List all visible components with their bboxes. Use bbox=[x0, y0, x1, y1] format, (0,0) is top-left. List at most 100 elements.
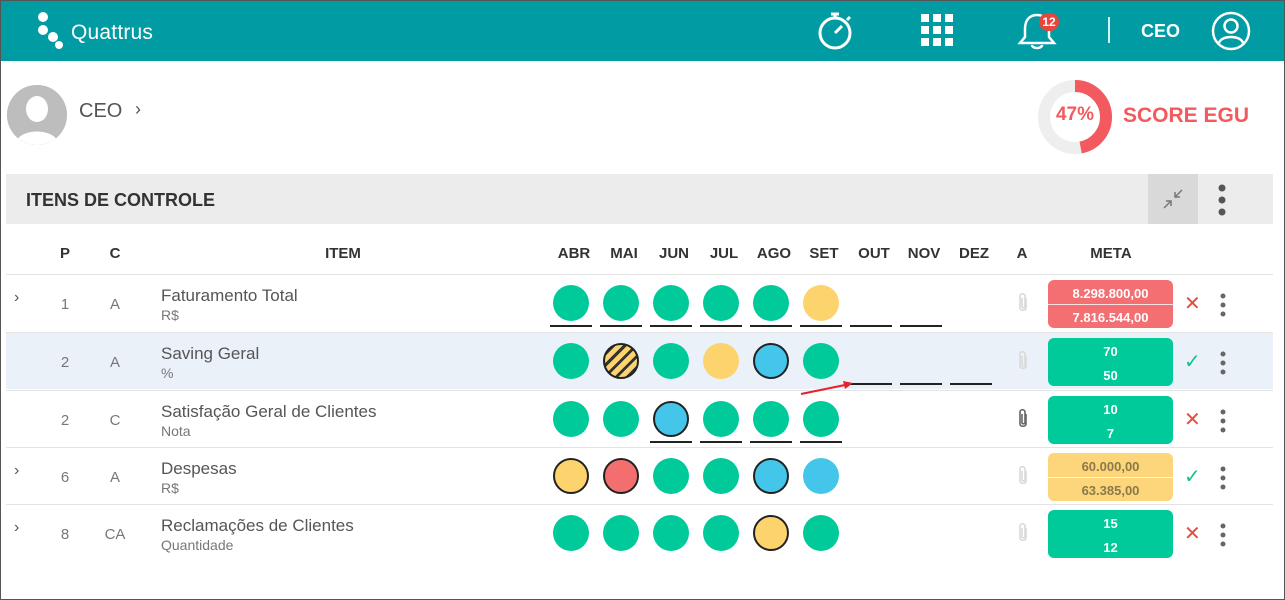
month-status-dot[interactable] bbox=[553, 458, 589, 494]
section-title: ITENS DE CONTROLE bbox=[26, 190, 216, 210]
collapse-button[interactable] bbox=[1148, 174, 1198, 224]
month-status-dot[interactable] bbox=[803, 458, 839, 494]
profile-name[interactable]: CEO bbox=[79, 100, 123, 122]
cell-priority: 6 bbox=[60, 469, 70, 486]
month-status-dot[interactable] bbox=[653, 285, 689, 321]
meta-box[interactable]: 10 7 bbox=[1048, 396, 1173, 444]
header-month: ABR bbox=[557, 245, 591, 262]
table-row[interactable]: › 6 A Despesas R$ 60.000,00 63.385,00 ✓ bbox=[6, 447, 1273, 504]
month-status-dot[interactable] bbox=[753, 343, 789, 379]
cell-item[interactable]: Faturamento Total R$ bbox=[161, 286, 298, 323]
cell-item[interactable]: Saving Geral% bbox=[161, 344, 259, 381]
month-status-dot[interactable] bbox=[553, 401, 589, 437]
cell-priority: 8 bbox=[60, 526, 70, 543]
month-status-dot[interactable] bbox=[653, 401, 689, 437]
row-more-vertical-icon[interactable] bbox=[1218, 351, 1228, 375]
meta-target: 70 bbox=[1103, 344, 1118, 359]
paperclip-icon[interactable] bbox=[1016, 522, 1030, 544]
month-underline bbox=[950, 383, 992, 385]
month-status-dot[interactable] bbox=[603, 458, 639, 494]
month-status-dot[interactable] bbox=[603, 343, 639, 379]
month-underline bbox=[550, 325, 592, 327]
header-p: P bbox=[59, 245, 70, 262]
month-status-dot[interactable] bbox=[653, 515, 689, 551]
header-role[interactable]: CEO bbox=[1141, 21, 1181, 41]
month-status-dot[interactable] bbox=[603, 401, 639, 437]
month-status-dot[interactable] bbox=[803, 401, 839, 437]
row-more-vertical-icon[interactable] bbox=[1218, 409, 1228, 433]
user-account-icon[interactable] bbox=[1211, 11, 1251, 51]
month-underline bbox=[750, 325, 792, 327]
table-row[interactable]: › 8 CA Reclamações de Clientes Quantidade 15 1… bbox=[6, 504, 1273, 561]
month-status-dot[interactable] bbox=[553, 343, 589, 379]
header-meta: META bbox=[1090, 245, 1132, 262]
header-month: AGO bbox=[756, 245, 792, 262]
score-percent: 47% bbox=[1055, 104, 1095, 125]
month-underline bbox=[800, 325, 842, 327]
month-status-dot[interactable] bbox=[753, 285, 789, 321]
month-status-dot[interactable] bbox=[703, 515, 739, 551]
quattrus-logo-icon[interactable] bbox=[35, 11, 65, 49]
meta-box[interactable]: 8.298.800,00 7.816.544,00 bbox=[1048, 280, 1173, 328]
meta-divider bbox=[1048, 477, 1173, 478]
month-status-dot[interactable] bbox=[603, 285, 639, 321]
month-underline bbox=[850, 325, 892, 327]
apps-grid-icon[interactable] bbox=[919, 13, 957, 49]
more-vertical-icon[interactable] bbox=[1212, 184, 1232, 216]
row-more-vertical-icon[interactable] bbox=[1218, 523, 1228, 547]
month-status-dot[interactable] bbox=[753, 401, 789, 437]
row-more-vertical-icon[interactable] bbox=[1218, 293, 1228, 317]
month-status-dot[interactable] bbox=[753, 458, 789, 494]
meta-box[interactable]: 70 50 bbox=[1048, 338, 1173, 386]
paperclip-icon[interactable] bbox=[1016, 408, 1030, 430]
app-name[interactable]: Quattrus bbox=[71, 21, 154, 44]
table-row[interactable]: 2 A Saving Geral% 70 50 ✓ bbox=[6, 332, 1273, 389]
month-status-dot[interactable] bbox=[803, 343, 839, 379]
month-status-dot[interactable] bbox=[803, 515, 839, 551]
header-month: MAI bbox=[610, 245, 638, 262]
stopwatch-icon[interactable] bbox=[813, 9, 857, 53]
cell-item[interactable]: Despesas R$ bbox=[161, 459, 237, 496]
month-underline bbox=[700, 441, 742, 443]
cell-item[interactable]: Satisfação Geral de Clientes Nota bbox=[161, 402, 376, 439]
month-status-dot[interactable] bbox=[803, 285, 839, 321]
close-icon: ✕ bbox=[1184, 409, 1201, 431]
month-status-dot[interactable] bbox=[553, 515, 589, 551]
cell-category: CA bbox=[104, 526, 126, 543]
expand-chevron-icon[interactable]: › bbox=[14, 289, 20, 306]
month-status-dot[interactable] bbox=[703, 401, 739, 437]
item-unit: Nota bbox=[161, 423, 191, 439]
check-icon: ✓ bbox=[1184, 351, 1201, 373]
month-status-dot[interactable] bbox=[703, 285, 739, 321]
avatar[interactable] bbox=[7, 85, 67, 145]
month-status-dot[interactable] bbox=[603, 515, 639, 551]
month-status-dot[interactable] bbox=[653, 343, 689, 379]
row-more-vertical-icon[interactable] bbox=[1218, 466, 1228, 490]
header-month: NOV bbox=[907, 245, 941, 262]
header-month: DEZ bbox=[959, 245, 989, 262]
chevron-right-icon[interactable]: › bbox=[135, 99, 141, 119]
expand-chevron-icon[interactable]: › bbox=[14, 519, 20, 536]
cell-item[interactable]: Reclamações de Clientes Quantidade bbox=[161, 516, 354, 553]
meta-box[interactable]: 15 12 bbox=[1048, 510, 1173, 558]
month-status-dot[interactable] bbox=[703, 343, 739, 379]
month-status-dot[interactable] bbox=[653, 458, 689, 494]
meta-target: 60.000,00 bbox=[1081, 459, 1140, 474]
annotation-arrow-icon bbox=[800, 381, 853, 395]
month-status-dot[interactable] bbox=[553, 285, 589, 321]
paperclip-icon[interactable] bbox=[1016, 350, 1030, 372]
paperclip-icon[interactable] bbox=[1016, 465, 1030, 487]
meta-box[interactable]: 60.000,00 63.385,00 bbox=[1048, 453, 1173, 501]
header-month: OUT bbox=[858, 245, 890, 262]
paperclip-icon[interactable] bbox=[1016, 292, 1030, 314]
month-status-dot[interactable] bbox=[703, 458, 739, 494]
cell-category: C bbox=[109, 412, 121, 429]
person-silhouette-icon bbox=[7, 85, 67, 145]
month-status-dot[interactable] bbox=[753, 515, 789, 551]
expand-chevron-icon[interactable]: › bbox=[14, 462, 20, 479]
table-row[interactable]: › 1 A Faturamento Total R$ 8.298.800,00 7.816.… bbox=[6, 274, 1273, 331]
table-row[interactable]: 2 C Satisfação Geral de Clientes Nota 10 7 ✕ bbox=[6, 390, 1273, 447]
close-icon: ✕ bbox=[1184, 293, 1201, 315]
item-unit: R$ bbox=[161, 307, 179, 323]
month-underline bbox=[650, 325, 692, 327]
